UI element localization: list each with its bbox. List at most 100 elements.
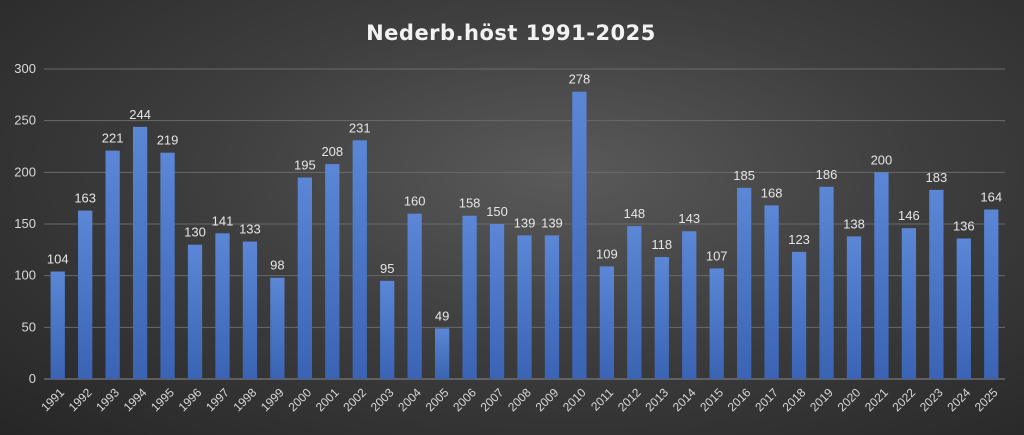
x-tick-label: 1997 [203, 385, 232, 414]
x-tick-label: 1994 [121, 385, 150, 414]
bar [737, 187, 752, 379]
bar [50, 271, 65, 379]
data-label: 138 [843, 216, 865, 231]
bar [242, 241, 258, 379]
x-tick-label: 1999 [258, 385, 287, 414]
bar [846, 236, 862, 379]
x-tick-label: 2022 [889, 385, 918, 414]
data-label: 98 [270, 258, 284, 273]
bar [434, 328, 450, 379]
y-tick-label: 250 [14, 113, 36, 128]
x-tick-label: 1992 [66, 385, 95, 414]
bar [105, 150, 120, 379]
x-tick-label: 2020 [835, 385, 864, 414]
data-label: 208 [321, 144, 343, 159]
bar [297, 177, 312, 379]
x-tick-label: 2007 [478, 385, 507, 414]
data-label: 168 [761, 185, 783, 200]
bar [132, 126, 148, 379]
data-label: 146 [898, 208, 920, 223]
x-tick-label: 2014 [670, 385, 699, 414]
data-label: 186 [816, 167, 838, 182]
bar [160, 152, 175, 379]
data-label: 150 [486, 204, 508, 219]
bar [627, 226, 642, 379]
data-label: 195 [294, 158, 316, 173]
bar [874, 172, 889, 379]
x-tick-label: 2011 [588, 385, 616, 413]
bar [215, 233, 230, 379]
data-label: 130 [184, 225, 206, 240]
x-tick-label: 1993 [93, 385, 122, 414]
y-tick-label: 50 [22, 319, 36, 334]
x-tick-label: 2005 [423, 385, 452, 414]
x-tick-label: 2000 [285, 385, 314, 414]
bar [956, 238, 971, 379]
bar [544, 235, 560, 379]
data-label: 107 [706, 248, 728, 263]
x-tick-label: 2006 [450, 385, 479, 414]
bar [791, 251, 807, 379]
data-labels: 104 163 221 244 219 130 141 133 98 195 208 231 95 160… [47, 72, 1002, 324]
data-label: 139 [541, 215, 563, 230]
bar [380, 280, 395, 379]
x-tick-label: 2003 [368, 385, 397, 414]
data-label: 141 [212, 213, 234, 228]
data-label: 95 [380, 261, 394, 276]
data-label: 183 [926, 170, 948, 185]
y-axis: 0 50 100 150 200 250 300 [14, 61, 36, 386]
bar [682, 231, 697, 379]
bar [407, 213, 422, 379]
bar [709, 268, 724, 379]
bar [325, 164, 340, 379]
y-tick-label: 100 [14, 268, 36, 283]
data-label: 49 [435, 308, 449, 323]
bars [50, 91, 999, 379]
data-label: 123 [788, 232, 810, 247]
data-label: 160 [404, 194, 426, 209]
data-label: 244 [129, 107, 151, 122]
x-tick-label: 2021 [862, 385, 891, 414]
data-label: 104 [47, 252, 69, 267]
bar [187, 244, 203, 379]
x-tick-label: 2024 [944, 385, 973, 414]
x-tick-label: 2018 [780, 385, 809, 414]
data-label: 231 [349, 120, 371, 135]
x-tick-label: 2002 [340, 385, 369, 414]
bar [819, 186, 834, 379]
y-tick-label: 200 [14, 164, 36, 179]
data-label: 139 [514, 215, 536, 230]
bar [929, 189, 944, 379]
data-label: 200 [871, 152, 893, 167]
x-tick-label: 2019 [807, 385, 836, 414]
data-label: 118 [651, 237, 672, 252]
data-label: 133 [239, 222, 261, 237]
bar [270, 277, 285, 379]
data-label: 278 [569, 72, 591, 87]
x-tick-label: 2016 [725, 385, 754, 414]
x-tick-label: 2008 [505, 385, 534, 414]
x-tick-label: 2001 [313, 385, 342, 414]
y-tick-label: 300 [14, 61, 36, 76]
data-label: 148 [623, 206, 645, 221]
x-tick-label: 2004 [395, 385, 424, 414]
x-tick-label: 2012 [615, 385, 644, 414]
bar [489, 224, 505, 379]
x-tick-label: 2025 [972, 385, 1001, 414]
data-label: 185 [733, 168, 755, 183]
x-tick-label: 1998 [231, 385, 260, 414]
bar [462, 215, 477, 379]
data-label: 136 [953, 218, 975, 233]
x-tick-label: 2010 [560, 385, 589, 414]
bar [984, 209, 999, 379]
y-tick-label: 150 [14, 216, 36, 231]
x-tick-label: 2015 [697, 385, 726, 414]
bar [517, 235, 532, 379]
bar [572, 91, 587, 379]
bar [78, 210, 93, 379]
y-tick-label: 0 [29, 371, 36, 386]
data-label: 219 [157, 133, 179, 148]
chart-title: Nederb.höst 1991-2025 [366, 21, 656, 45]
